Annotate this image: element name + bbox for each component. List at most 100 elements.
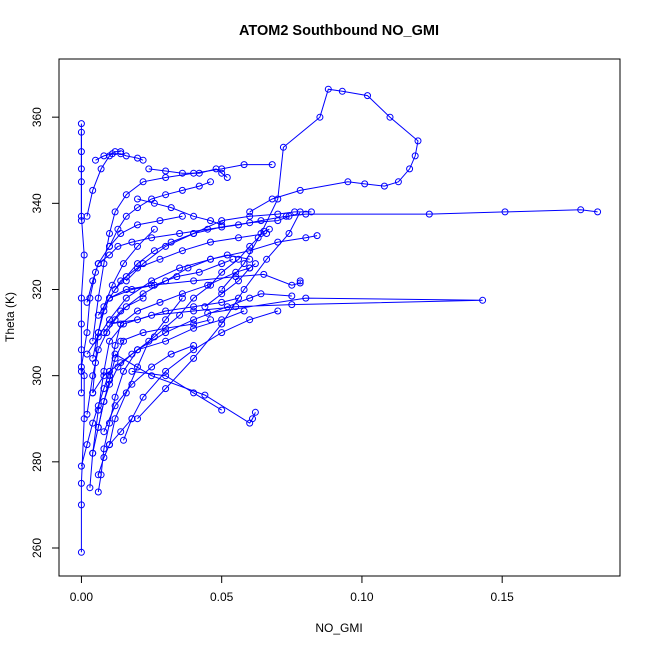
data-point [246,212,254,220]
data-point [120,436,127,444]
data-point [178,247,186,255]
series-line [92,340,124,454]
data-point [100,428,108,436]
data-point [190,354,198,362]
data-point [162,277,170,285]
data-point [145,337,153,345]
series-line [109,258,234,299]
data-point [97,471,105,479]
data-point [190,389,198,397]
data-point [190,324,198,332]
data-point [313,232,321,240]
series-line [109,181,211,247]
data-point [111,350,119,358]
data-point [97,165,105,173]
data-point [100,454,108,461]
data-point [150,247,158,255]
data-point [114,242,122,250]
data-point [128,367,136,375]
data-point [190,307,198,315]
data-point [218,320,226,328]
data-point [285,212,293,220]
data-point [100,385,108,393]
data-point [83,410,91,418]
data-point [190,212,198,220]
data-point [162,367,170,375]
data-point [89,354,97,362]
data-point [134,307,141,315]
data-point [246,242,254,250]
data-point [162,191,170,199]
data-point [251,260,259,268]
data-point [89,277,97,285]
data-point [195,182,203,190]
data-point [100,398,108,405]
data-point [156,255,164,263]
data-point [246,247,254,255]
data-point [86,484,94,492]
data-point [190,320,198,328]
data-point [218,316,226,324]
data-point [134,221,141,229]
data-point [195,169,203,177]
series-line [131,370,222,411]
data-point [139,156,147,164]
data-point [268,161,276,169]
data-point [344,178,352,186]
data-point [167,350,175,358]
data-point [162,307,170,315]
data-point [162,324,170,332]
data-point [122,212,130,220]
series-line [109,297,183,445]
data-point [307,208,315,216]
data-point [134,346,141,354]
data-point [207,255,214,263]
data-point [117,230,125,237]
data-point [411,152,419,160]
data-point [324,85,332,93]
series-line [148,168,228,178]
data-point [83,329,91,337]
data-point [235,234,242,242]
data-point [83,212,91,220]
data-point [229,255,237,263]
data-point [77,148,85,156]
data-point [117,359,125,367]
series-line [97,418,133,475]
data-point [218,260,226,268]
data-point [406,165,414,173]
data-point [106,337,113,345]
data-point [150,225,158,233]
data-point [77,178,85,186]
data-point [77,294,85,302]
data-point [150,281,158,289]
data-point [162,316,170,324]
data-point [77,367,85,375]
data-point [240,161,248,169]
y-tick-label: 280 [30,451,44,471]
data-point [106,230,113,237]
data-point [218,406,226,414]
data-point [117,307,125,315]
data-point [120,337,127,345]
data-point [83,298,91,306]
data-point [246,316,254,324]
data-point [106,367,113,375]
data-point [128,286,136,293]
data-point [302,294,310,302]
data-point [190,303,198,311]
data-point [176,264,184,272]
x-tick-label: 0.00 [70,590,94,604]
data-point [89,419,97,427]
data-point [178,186,186,194]
series-line [89,297,483,488]
data-point [218,221,226,229]
data-point [122,294,130,302]
data-point [117,148,125,156]
data-point [240,260,248,268]
data-point [94,402,102,410]
data-point [218,290,226,298]
data-point [167,204,175,212]
data-point [92,156,99,164]
data-point [246,208,254,216]
